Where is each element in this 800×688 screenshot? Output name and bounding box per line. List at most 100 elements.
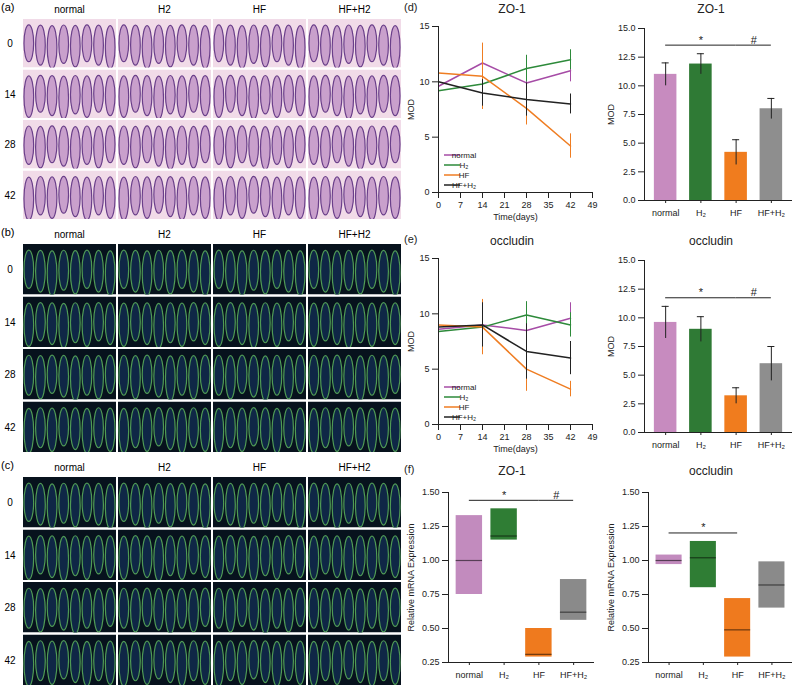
svg-text:normal: normal [54,4,85,15]
svg-text:(c): (c) [1,459,14,471]
svg-text:*: * [502,489,507,501]
svg-text:28: 28 [521,432,531,442]
svg-text:HF+H₂: HF+H₂ [758,208,786,218]
svg-text:(a): (a) [1,1,14,13]
svg-text:7.5: 7.5 [623,341,636,351]
svg-text:normal: normal [456,670,484,680]
svg-text:HF+H₂: HF+H₂ [452,413,476,422]
svg-text:(b): (b) [1,226,14,238]
svg-text:1.25: 1.25 [622,521,640,531]
svg-text:0: 0 [424,419,429,429]
svg-text:0: 0 [7,264,13,275]
svg-text:0: 0 [7,38,13,49]
svg-text:#: # [751,34,758,46]
svg-text:14: 14 [4,550,16,561]
svg-text:normal: normal [54,229,85,240]
svg-text:H₂: H₂ [698,670,708,680]
svg-text:7.5: 7.5 [623,109,636,119]
svg-text:HF: HF [730,440,742,450]
svg-text:42: 42 [4,422,16,433]
svg-text:0.75: 0.75 [422,589,440,599]
svg-text:HF: HF [459,171,470,180]
svg-text:Relative mRNA Expression: Relative mRNA Expression [406,523,416,631]
svg-text:28: 28 [4,139,16,150]
svg-text:HF: HF [533,670,545,680]
svg-text:15: 15 [419,253,429,263]
svg-text:#: # [751,286,758,298]
svg-text:Time(days): Time(days) [493,444,538,454]
svg-text:28: 28 [4,602,16,613]
svg-text:normal: normal [452,151,477,160]
svg-text:5: 5 [424,364,429,374]
svg-text:28: 28 [521,200,531,210]
svg-text:10.0: 10.0 [618,313,636,323]
svg-text:0.75: 0.75 [622,589,640,599]
svg-text:0: 0 [424,187,429,197]
svg-text:1.50: 1.50 [622,487,640,497]
svg-text:5.0: 5.0 [623,370,636,380]
svg-text:H2: H2 [158,4,171,15]
svg-text:Relative mRNA Expression: Relative mRNA Expression [606,523,616,631]
svg-text:*: * [699,34,704,46]
svg-text:H₂: H₂ [696,208,706,218]
svg-text:2.5: 2.5 [623,399,636,409]
svg-text:15.0: 15.0 [618,255,636,265]
svg-text:21: 21 [499,200,509,210]
svg-text:0: 0 [7,497,13,508]
svg-text:HF: HF [253,462,266,473]
svg-text:35: 35 [543,200,553,210]
svg-text:14: 14 [4,89,16,100]
svg-text:14: 14 [477,200,487,210]
svg-text:MOD: MOD [606,336,616,357]
svg-text:49: 49 [587,200,597,210]
svg-text:1.00: 1.00 [422,555,440,565]
svg-text:21: 21 [499,432,509,442]
svg-text:5: 5 [424,132,429,142]
svg-text:2.5: 2.5 [623,167,636,177]
svg-text:1.25: 1.25 [422,521,440,531]
svg-text:H₂: H₂ [499,670,509,680]
svg-text:HF: HF [730,208,742,218]
svg-text:42: 42 [565,432,575,442]
svg-text:0: 0 [436,200,441,210]
svg-text:HF: HF [253,4,266,15]
svg-text:*: * [699,286,704,298]
svg-text:normal: normal [652,440,680,450]
svg-text:H₂: H₂ [460,161,469,170]
svg-text:H₂: H₂ [696,440,706,450]
svg-text:normal: normal [655,670,683,680]
svg-text:10: 10 [419,309,429,319]
svg-text:normal: normal [54,462,85,473]
svg-text:H₂: H₂ [460,393,469,402]
svg-text:H2: H2 [158,462,171,473]
svg-text:0.25: 0.25 [622,657,640,667]
svg-text:HF+H2: HF+H2 [339,4,371,15]
svg-text:HF+H2: HF+H2 [339,462,371,473]
svg-text:H2: H2 [158,229,171,240]
svg-text:5.0: 5.0 [623,138,636,148]
svg-text:42: 42 [4,655,16,666]
svg-text:MOD: MOD [406,331,416,352]
svg-text:#: # [553,489,560,501]
svg-text:HF+H₂: HF+H₂ [452,181,476,190]
svg-text:MOD: MOD [406,99,416,120]
svg-text:normal: normal [452,383,477,392]
svg-text:HF+H2: HF+H2 [339,229,371,240]
svg-text:0.25: 0.25 [422,657,440,667]
svg-text:10: 10 [419,77,429,87]
svg-text:42: 42 [565,200,575,210]
svg-text:HF+H₂: HF+H₂ [758,440,786,450]
svg-text:10.0: 10.0 [618,81,636,91]
svg-text:*: * [701,521,706,533]
svg-text:normal: normal [652,208,680,218]
svg-text:14: 14 [477,432,487,442]
svg-text:HF: HF [732,670,744,680]
svg-text:Time(days): Time(days) [493,212,538,222]
svg-text:15.0: 15.0 [618,23,636,33]
svg-text:42: 42 [4,190,16,201]
svg-text:HF: HF [459,403,470,412]
svg-text:HF+H₂: HF+H₂ [758,670,786,680]
svg-text:0: 0 [436,432,441,442]
svg-text:HF+H₂: HF+H₂ [560,670,588,680]
svg-text:HF: HF [253,229,266,240]
